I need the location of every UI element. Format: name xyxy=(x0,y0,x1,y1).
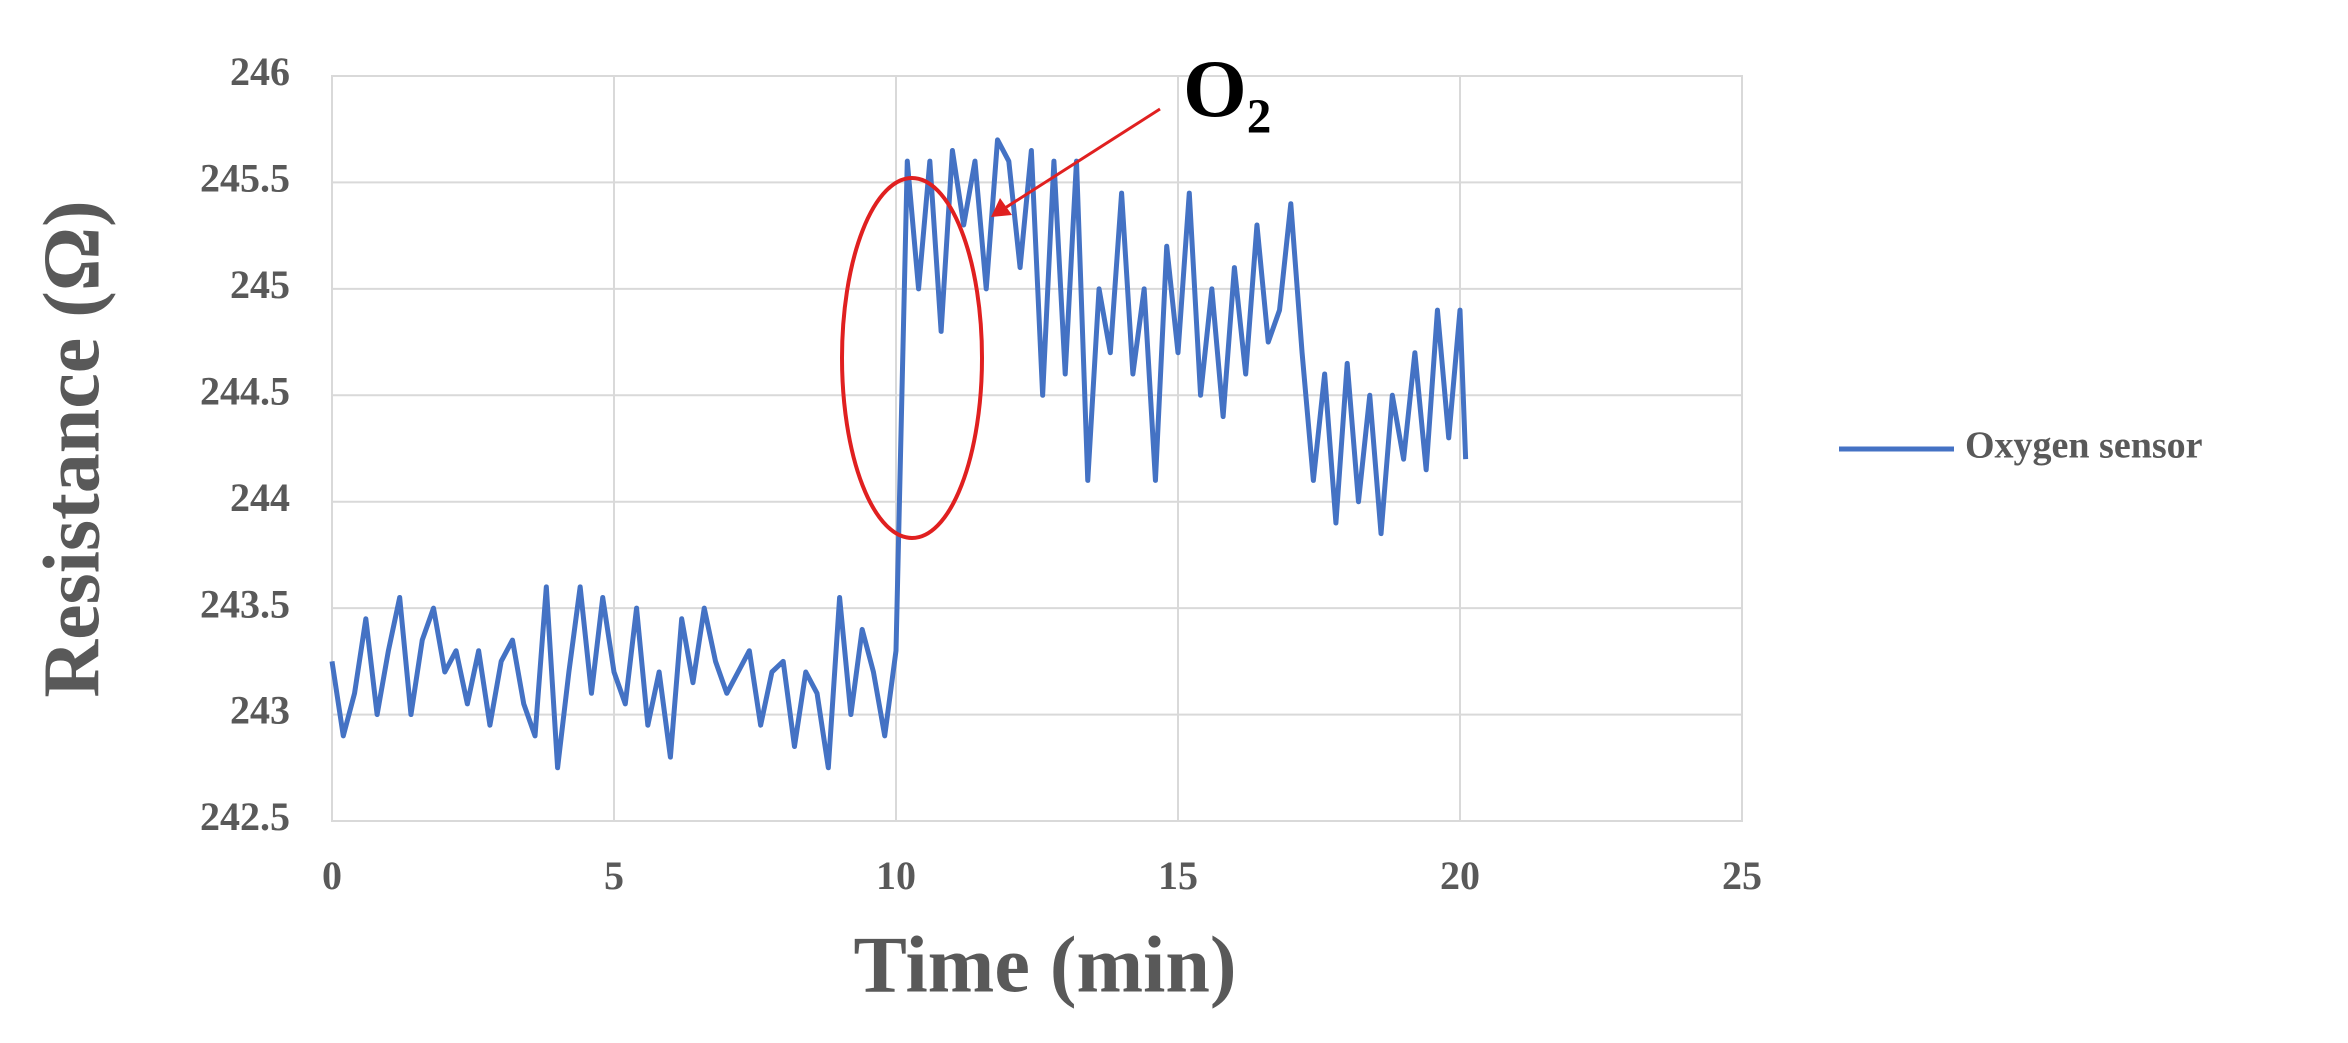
legend-label: Oxygen sensor xyxy=(1965,425,2203,467)
arrow-head xyxy=(991,198,1012,217)
x-tick-label: 15 xyxy=(1158,853,1198,898)
plot: 242.5 243 243.5 244 244.5 245 245.5 246 0 5 10 15 20… xyxy=(200,49,2203,898)
annotation-arrow xyxy=(1004,107,1161,210)
y-tick-label: 244 xyxy=(230,475,290,520)
x-axis-label: Time (min) xyxy=(854,921,1237,1009)
data-line xyxy=(329,137,1469,771)
y-tick-label: 244.5 xyxy=(200,368,290,413)
y-tick-label: 243 xyxy=(230,688,290,733)
y-axis-label: Resistance (Ω) xyxy=(28,200,116,697)
x-tick-label: 5 xyxy=(604,853,624,898)
y-tick-label: 242.5 xyxy=(200,794,290,839)
y-tick-label: 245.5 xyxy=(200,156,290,201)
x-tick-label: 0 xyxy=(322,853,342,898)
x-tick-label: 20 xyxy=(1440,853,1480,898)
x-tick-label: 25 xyxy=(1722,853,1762,898)
y-tick-label: 245 xyxy=(230,262,290,307)
plot-frame xyxy=(331,75,1743,822)
y-tick-label: 246 xyxy=(230,49,290,94)
y-tick-label: 243.5 xyxy=(200,581,290,626)
x-tick-label: 10 xyxy=(876,853,916,898)
annotation: O₂ xyxy=(1183,43,1271,134)
highlight-ellipse xyxy=(840,176,984,540)
